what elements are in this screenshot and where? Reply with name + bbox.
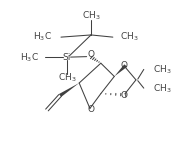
Polygon shape (114, 64, 127, 76)
Text: CH$_3$: CH$_3$ (153, 82, 171, 95)
Text: CH$_3$: CH$_3$ (82, 9, 100, 22)
Text: CH$_3$: CH$_3$ (153, 63, 171, 76)
Text: CH$_3$: CH$_3$ (120, 31, 139, 43)
Polygon shape (59, 83, 79, 97)
Text: CH$_3$: CH$_3$ (58, 71, 76, 84)
Text: H$_3$C: H$_3$C (20, 51, 39, 64)
Text: O: O (121, 61, 128, 70)
Text: H$_3$C: H$_3$C (33, 31, 52, 43)
Text: Si: Si (63, 53, 71, 62)
Text: O: O (87, 105, 94, 114)
Text: O: O (121, 91, 128, 100)
Text: O: O (87, 50, 94, 59)
